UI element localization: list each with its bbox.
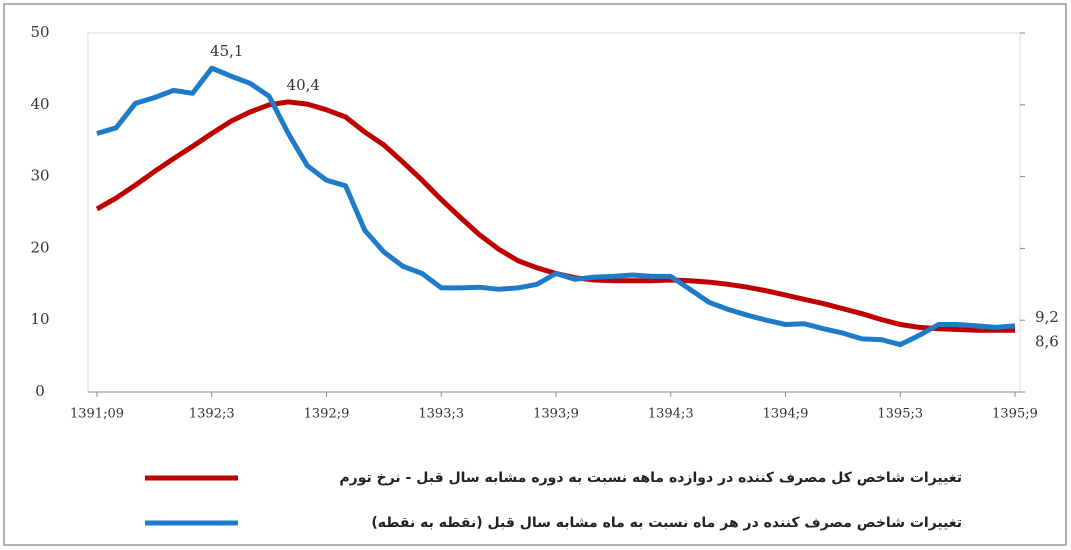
legend-label: تغییرات شاخص کل مصرف کننده در دوازده ماه… xyxy=(339,470,962,486)
frame xyxy=(3,3,1067,546)
legend-label: تغییرات شاخص مصرف کننده در هر ماه نسبت ب… xyxy=(371,515,962,531)
value-label: 8,6 xyxy=(1035,332,1059,350)
series-line xyxy=(96,65,1016,348)
x-tick-label: 1392;9 xyxy=(304,407,350,422)
x-tick-label: 1395;3 xyxy=(877,407,923,422)
y-tick-label: 30 xyxy=(30,167,49,185)
y-tick-label: 10 xyxy=(30,310,49,328)
y-tick-label: 20 xyxy=(30,238,49,256)
x-tick-label: 1391;09 xyxy=(70,407,124,422)
value-label: 9,2 xyxy=(1035,308,1059,326)
x-tick-label: 1393;3 xyxy=(418,407,464,422)
value-label: 40,4 xyxy=(287,76,320,94)
y-tick-label: 50 xyxy=(30,23,49,41)
y-tick-label: 0 xyxy=(35,382,45,400)
x-tick-label: 1394;3 xyxy=(648,407,694,422)
x-tick-label: 1392;3 xyxy=(189,407,235,422)
y-tick-label: 40 xyxy=(30,95,49,113)
x-tick-label: 1395;9 xyxy=(992,407,1038,422)
x-tick-label: 1394;9 xyxy=(763,407,809,422)
x-tick-label: 1393;9 xyxy=(533,407,579,422)
value-label: 45,1 xyxy=(210,42,243,60)
